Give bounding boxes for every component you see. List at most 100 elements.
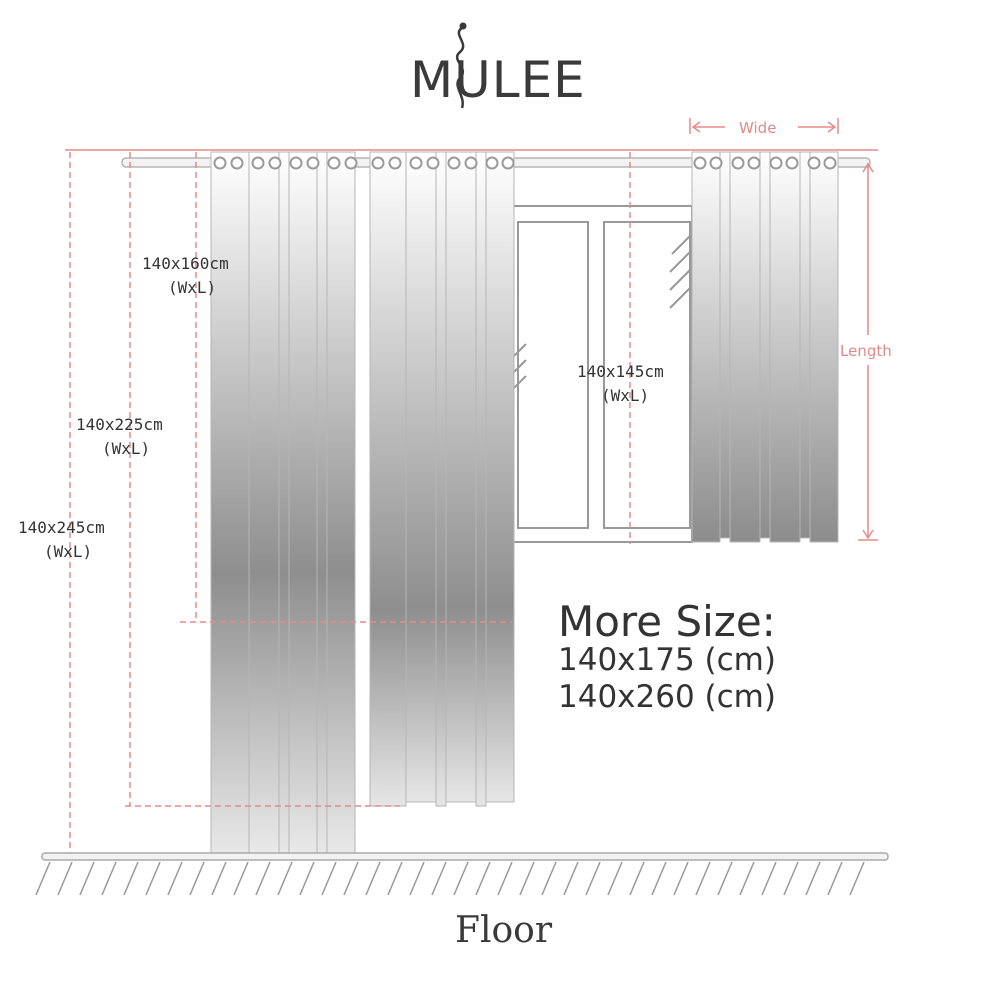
grommet-ring	[344, 156, 358, 170]
floor-hatch-line	[57, 861, 73, 896]
more-size-item-1: 140x175 (cm)	[558, 642, 776, 678]
curtain-fold	[475, 151, 487, 807]
floor-hatch-line	[739, 861, 755, 896]
grommet-ring	[447, 156, 461, 170]
grommet-ring	[731, 156, 745, 170]
size-label-145-value: 140x145cm	[577, 362, 664, 381]
size-label-225: 140x225cm (WxL)	[76, 415, 163, 458]
floor-hatch-line	[321, 861, 337, 896]
floor-hatch-line	[79, 861, 95, 896]
curtain-fold	[759, 151, 771, 539]
curtain-fold	[435, 151, 447, 807]
curtain-fold	[405, 151, 437, 803]
floor-hatch-line	[585, 861, 601, 896]
size-label-160-note: (WxL)	[168, 278, 216, 297]
length-label: Length	[840, 342, 892, 360]
size-label-225-value: 140x225cm	[76, 415, 163, 434]
floor-hatch-line	[255, 861, 271, 896]
curtain-fold	[445, 151, 477, 803]
grommet-ring	[306, 156, 320, 170]
grommet-ring	[230, 156, 244, 170]
more-sizes-title: More Size:	[558, 597, 776, 646]
more-sizes-block: More Size: 140x175 (cm) 140x260 (cm)	[558, 597, 776, 715]
floor-hatch-line	[475, 861, 491, 896]
floor-hatch-line	[519, 861, 535, 896]
curtain-fold	[799, 151, 811, 539]
size-label-145: 140x145cm (WxL)	[577, 362, 664, 405]
curtain-fold	[288, 151, 318, 854]
more-size-item-2: 140x260 (cm)	[558, 679, 776, 715]
curtain-fold	[248, 151, 280, 854]
curtain-fold	[691, 151, 721, 543]
grommet-ring	[807, 156, 821, 170]
floor-hatch-line	[651, 861, 667, 896]
floor-hatch-line	[299, 861, 315, 896]
grommet-ring	[769, 156, 783, 170]
floor-hatching	[35, 861, 865, 896]
grommet-ring	[709, 156, 723, 170]
size-label-225-note: (WxL)	[102, 439, 150, 458]
curtain-fold	[369, 151, 407, 807]
grommet-ring	[251, 156, 265, 170]
curtain-fold	[809, 151, 839, 543]
floor-hatch-line	[189, 861, 205, 896]
floor-hatch-line	[365, 861, 381, 896]
grommet-ring	[785, 156, 799, 170]
grommet-ring	[213, 156, 227, 170]
floor-hatch-line	[541, 861, 557, 896]
grommet-ring	[823, 156, 837, 170]
grommet-ring	[409, 156, 423, 170]
curtain-panel-medium	[369, 151, 515, 807]
floor-hatch-line	[277, 861, 293, 896]
floor-label: Floor	[455, 910, 553, 951]
curtain-fold	[719, 151, 731, 539]
curtain-fold	[485, 151, 515, 803]
floor	[35, 852, 889, 896]
dimension-lines	[60, 118, 878, 856]
floor-hatch-line	[761, 861, 777, 896]
floor-hatch-line	[123, 861, 139, 896]
floor-hatch-line	[805, 861, 821, 896]
size-label-145-note: (WxL)	[601, 386, 649, 405]
brand-logo: MULEE	[410, 22, 586, 109]
floor-hatch-line	[783, 861, 799, 896]
floor-hatch-line	[849, 861, 865, 896]
floor-hatch-line	[431, 861, 447, 896]
floor-hatch-line	[453, 861, 469, 896]
floor-hatch-line	[387, 861, 403, 896]
floor-hatch-line	[101, 861, 117, 896]
curtain-fold	[278, 151, 290, 858]
brand-logo-text: MULEE	[410, 51, 586, 109]
grommet-ring	[464, 156, 478, 170]
floor-hatch-line	[211, 861, 227, 896]
curtain-fold	[316, 151, 328, 858]
floor-hatch-line	[35, 861, 51, 896]
curtain-panel-long	[210, 151, 356, 858]
grommet-ring	[485, 156, 499, 170]
floor-hatch-line	[717, 861, 733, 896]
floor-hatch-line	[409, 861, 425, 896]
grommet-ring	[268, 156, 282, 170]
floor-hatch-line	[145, 861, 161, 896]
grommet-ring	[388, 156, 402, 170]
snake-logo-icon	[455, 22, 467, 109]
curtain-panel-short	[691, 151, 839, 543]
floor-hatch-line	[695, 861, 711, 896]
wide-label: Wide	[739, 119, 776, 137]
grommet-ring	[747, 156, 761, 170]
floor-hatch-line	[497, 861, 513, 896]
floor-hatch-line	[233, 861, 249, 896]
grommet-ring	[371, 156, 385, 170]
size-label-160: 140x160cm (WxL)	[142, 254, 229, 297]
floor-hatch-line	[607, 861, 623, 896]
grommet-ring	[501, 156, 515, 170]
size-label-245-value: 140x245cm	[18, 518, 105, 537]
floor-hatch-line	[673, 861, 689, 896]
floor-hatch-line	[629, 861, 645, 896]
size-label-245: 140x245cm (WxL)	[18, 518, 105, 561]
grommet-ring	[693, 156, 707, 170]
grommet-ring	[426, 156, 440, 170]
grommet-rings	[213, 156, 837, 170]
curtain-fold	[326, 151, 356, 854]
